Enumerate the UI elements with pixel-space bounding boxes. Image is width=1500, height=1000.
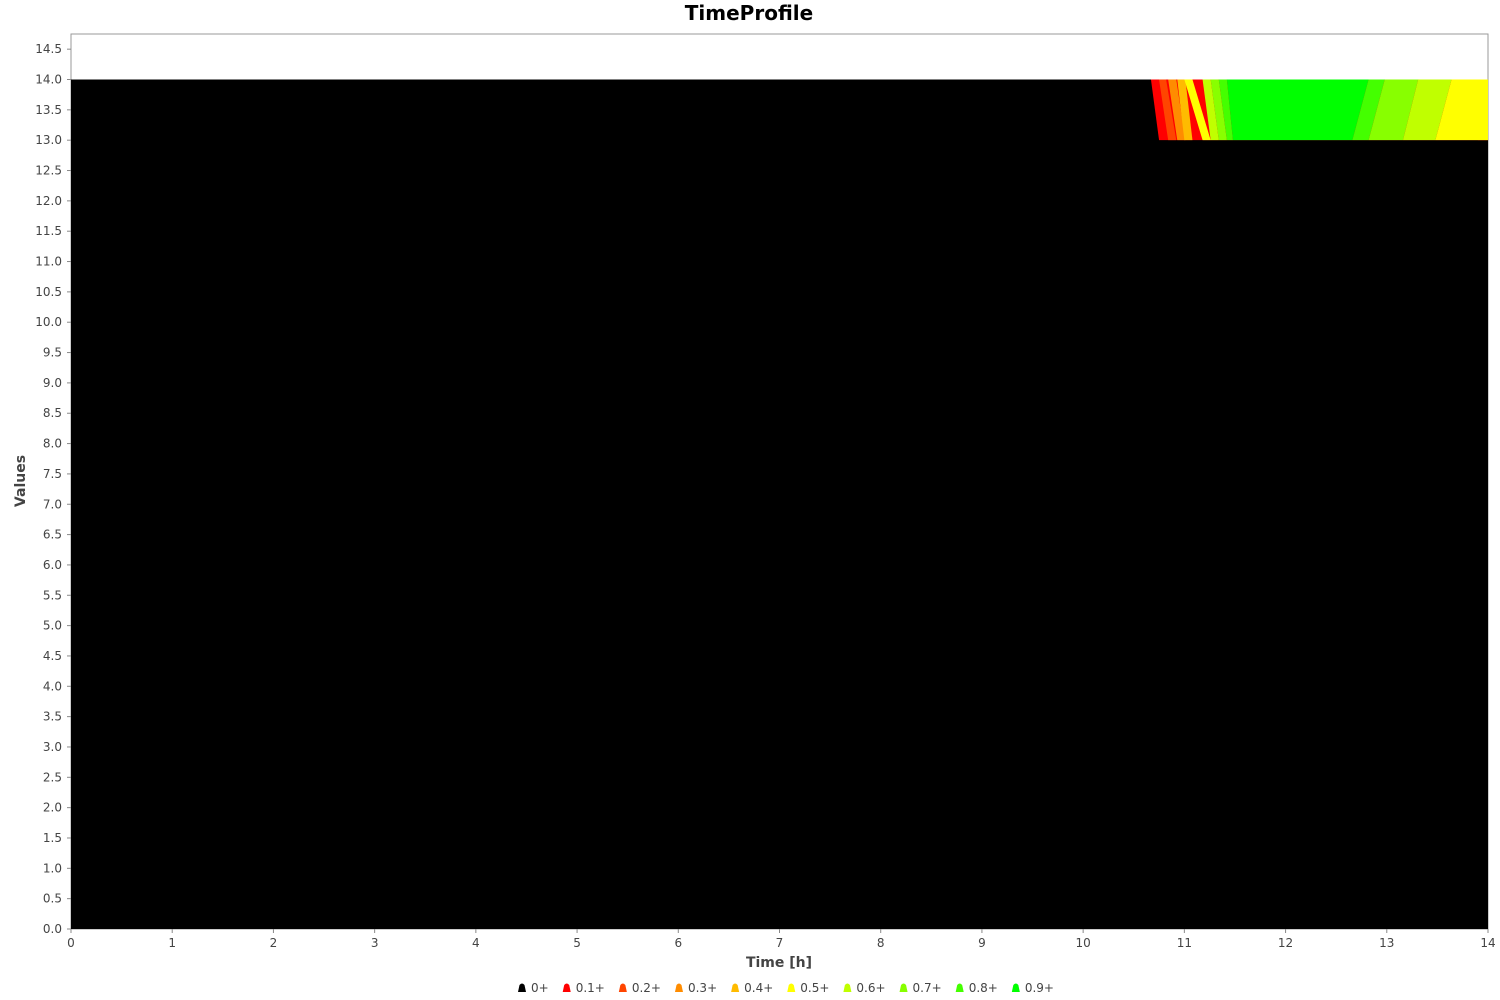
y-tick-label: 9.0 [43, 376, 62, 390]
y-tick-label: 2.0 [43, 801, 62, 815]
y-tick-label: 10.0 [35, 315, 62, 329]
x-tick-label: 5 [573, 936, 581, 950]
band-0-7plus-0 [1210, 79, 1227, 141]
y-tick-label: 7.0 [43, 497, 62, 511]
legend-swatch [674, 983, 683, 992]
band-0-5plus-0 [1184, 79, 1211, 141]
area-0-plus [71, 79, 1488, 929]
x-tick-label: 11 [1177, 936, 1192, 950]
legend-label: 0.3+ [688, 981, 717, 995]
band-0-9plus-0 [1226, 79, 1369, 141]
x-tick-label: 14 [1480, 936, 1495, 950]
x-tick-label: 10 [1076, 936, 1091, 950]
y-tick-label: 12.5 [35, 164, 62, 178]
legend: 0+ 0.1+ 0.2+ 0.3+ 0.4+ 0.5+ 0.6+ 0.7+ 0.8+ 0.9+ [518, 981, 1054, 995]
legend-label: 0.9+ [1025, 981, 1054, 995]
y-tick-label: 1.5 [43, 831, 62, 845]
y-tick-label: 4.5 [43, 649, 62, 663]
y-tick-label: 0.0 [43, 922, 62, 936]
y-tick-label: 8.5 [43, 406, 62, 420]
legend-swatch [843, 983, 852, 992]
x-tick-label: 13 [1379, 936, 1394, 950]
band-0-6plus-1 [1402, 79, 1452, 141]
band-0-4plus-0 [1177, 79, 1193, 141]
y-tick-label: 14.0 [35, 73, 62, 87]
y-tick-label: 6.0 [43, 558, 62, 572]
band-0-5plus-1 [1435, 79, 1488, 141]
y-tick-label: 3.0 [43, 740, 62, 754]
legend-swatch [899, 983, 908, 992]
y-tick-label: 14.5 [35, 42, 62, 56]
y-tick-label: 3.5 [43, 710, 62, 724]
legend-swatch [562, 983, 571, 992]
x-tick-label: 6 [674, 936, 682, 950]
x-tick-label: 9 [978, 936, 986, 950]
band-0-6plus-0 [1202, 79, 1219, 141]
legend-swatch [518, 983, 526, 992]
legend-label: 0.4+ [744, 981, 773, 995]
y-tick-label: 10.5 [35, 285, 62, 299]
y-tick-label: 6.5 [43, 528, 62, 542]
legend-swatch [1011, 983, 1020, 992]
x-tick-label: 2 [270, 936, 278, 950]
x-tick-label: 3 [371, 936, 379, 950]
y-tick-label: 0.5 [43, 892, 62, 906]
x-axis-label: Time [h] [746, 955, 812, 971]
y-tick-label: 13.5 [35, 103, 62, 117]
y-tick-label: 8.0 [43, 437, 62, 451]
y-tick-label: 11.0 [35, 255, 62, 269]
x-tick-label: 4 [472, 936, 480, 950]
band-0-8plus-0 [1218, 79, 1233, 141]
x-tick-label: 1 [168, 936, 176, 950]
legend-label: 0.2+ [632, 981, 661, 995]
band-0-3plus-0 [1168, 79, 1186, 141]
legend-swatch [618, 983, 627, 992]
area-layer [71, 79, 1488, 929]
legend-swatch [955, 983, 964, 992]
y-axis-label: Values [13, 455, 29, 507]
x-tick-label: 0 [67, 936, 75, 950]
band-0-2plus-0 [1159, 79, 1177, 141]
legend-label: 0.8+ [969, 981, 998, 995]
y-tick-label: 5.0 [43, 619, 62, 633]
y-tick-label: 7.5 [43, 467, 62, 481]
x-tick-label: 12 [1278, 936, 1293, 950]
legend-swatch [731, 983, 740, 992]
y-tick-label: 1.0 [43, 861, 62, 875]
legend-label: 0.7+ [913, 981, 942, 995]
band-0-8plus-1 [1352, 79, 1385, 141]
y-tick-label: 2.5 [43, 770, 62, 784]
legend-label: 0.5+ [800, 981, 829, 995]
y-tick-label: 11.5 [35, 224, 62, 238]
y-tick-label: 5.5 [43, 588, 62, 602]
legend-label: 0+ [531, 981, 549, 995]
legend-swatch [787, 983, 796, 992]
chart-title: TimeProfile [685, 1, 813, 25]
x-tick-label: 7 [776, 936, 784, 950]
y-tick-label: 4.0 [43, 679, 62, 693]
legend-label: 0.1+ [576, 981, 605, 995]
x-axis: 0 1 2 3 4 5 6 7 8 9 10 11 12 13 14 [67, 929, 1496, 950]
y-tick-label: 9.5 [43, 346, 62, 360]
y-tick-label: 13.0 [35, 133, 62, 147]
y-tick-label: 12.0 [35, 194, 62, 208]
legend-label: 0.6+ [856, 981, 885, 995]
band-0-7plus-1 [1368, 79, 1419, 141]
y-axis: 0.0 0.5 1.0 1.5 2.0 2.5 3.0 3.5 4.0 4.5 5.0 5.5 6.0 6… [35, 42, 71, 936]
x-tick-label: 8 [877, 936, 885, 950]
